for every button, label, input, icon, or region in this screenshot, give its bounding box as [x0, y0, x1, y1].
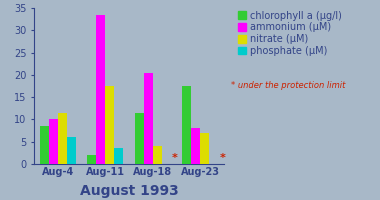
- Bar: [105, 86, 114, 164]
- Bar: [58, 113, 67, 164]
- Text: *: *: [172, 153, 178, 163]
- Bar: [153, 146, 162, 164]
- Bar: [182, 86, 192, 164]
- Bar: [114, 148, 124, 164]
- Text: *: *: [219, 153, 225, 163]
- Bar: [97, 15, 105, 164]
- Bar: [144, 73, 153, 164]
- Bar: [40, 126, 49, 164]
- Legend: chlorophyll a (μg/l), ammonium (μM), nitrate (μM), phosphate (μM): chlorophyll a (μg/l), ammonium (μM), nit…: [237, 10, 343, 57]
- Bar: [67, 137, 76, 164]
- Text: August 1993: August 1993: [80, 184, 179, 198]
- Text: * under the protection limit: * under the protection limit: [231, 81, 345, 90]
- Bar: [192, 128, 201, 164]
- Bar: [135, 113, 144, 164]
- Bar: [201, 133, 209, 164]
- Bar: [49, 119, 58, 164]
- Bar: [87, 155, 97, 164]
